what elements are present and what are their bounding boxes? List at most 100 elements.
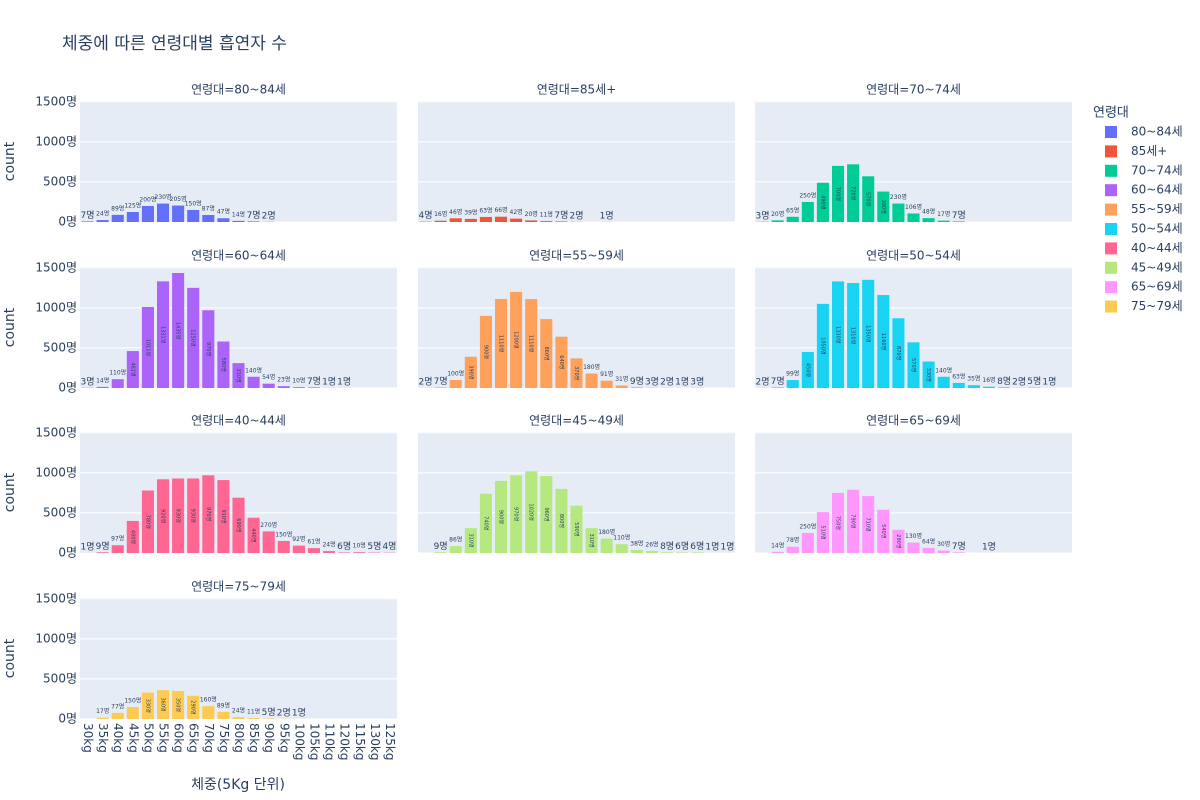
bar	[449, 379, 462, 388]
data-label: 7명	[81, 210, 95, 221]
bar	[217, 711, 230, 719]
y-tick-label: 1000명	[35, 631, 77, 645]
data-label: 2명	[569, 210, 583, 221]
bar	[172, 478, 185, 553]
bar	[982, 386, 996, 388]
legend-title: 연령대	[1093, 106, 1129, 121]
y-tick-label: 0명	[58, 215, 77, 229]
y-tick-label: 500명	[43, 505, 77, 519]
panel-background	[80, 101, 397, 222]
x-tick-label: 100kg	[292, 723, 306, 760]
data-label: 400명	[129, 530, 136, 544]
data-label: 570명	[865, 192, 872, 206]
legend-label: 40~44세	[1131, 241, 1183, 255]
data-label: 330명	[144, 699, 151, 713]
data-label: 510명	[819, 525, 826, 539]
x-tick-label: 105kg	[307, 723, 321, 760]
bar	[510, 291, 523, 388]
bar	[187, 478, 200, 553]
data-label: 9명	[96, 541, 110, 552]
data-label: 2명	[1012, 376, 1026, 387]
data-label: 39명	[464, 208, 477, 216]
legend-label: 55~59세	[1131, 202, 1183, 216]
bar	[877, 191, 890, 222]
bar	[202, 475, 215, 553]
data-label: 290명	[190, 700, 197, 714]
facet-title: 연령대=75~79세	[191, 580, 286, 594]
bar	[217, 480, 230, 553]
bar	[353, 552, 366, 553]
x-tick-label: 80kg	[232, 723, 246, 753]
data-label: 89명	[217, 701, 230, 709]
y-axis-label: count	[2, 141, 18, 181]
data-label: 35명	[967, 375, 980, 383]
bar	[434, 220, 447, 222]
bar	[449, 546, 462, 553]
bar	[907, 213, 920, 222]
data-label: 1명	[81, 541, 95, 552]
data-label: 30명	[937, 540, 950, 548]
y-tick-label: 1500명	[35, 425, 77, 439]
bar	[555, 488, 568, 553]
data-label: 20명	[771, 210, 784, 218]
bar	[831, 165, 845, 222]
legend-swatch	[1105, 223, 1117, 235]
data-label: 10명	[292, 377, 305, 385]
bar	[247, 376, 260, 388]
bar	[877, 295, 890, 388]
data-label: 1435명	[175, 322, 182, 339]
bar	[494, 216, 508, 222]
data-label: 7명	[247, 210, 261, 221]
x-tick-label: 125kg	[383, 723, 397, 760]
facet-title: 연령대=65~69세	[866, 414, 961, 428]
bar	[786, 380, 799, 388]
data-label: 790명	[850, 514, 857, 528]
bar	[187, 209, 200, 222]
x-tick-label: 40kg	[111, 723, 125, 753]
facet-title: 연령대=60~64세	[191, 249, 286, 263]
data-label: 230명	[155, 193, 172, 201]
bar	[801, 201, 814, 222]
data-label: 87명	[202, 205, 215, 213]
data-label: 1명	[322, 376, 336, 387]
bar	[831, 281, 845, 388]
data-label: 99명	[786, 370, 799, 378]
x-tick-label: 30kg	[81, 723, 95, 753]
bar	[464, 218, 477, 222]
data-label: 780명	[144, 515, 151, 529]
bar	[585, 528, 598, 553]
data-label: 2명	[756, 376, 770, 387]
data-label: 900명	[482, 345, 489, 359]
bar	[232, 497, 245, 553]
bar	[323, 551, 336, 553]
data-label: 63명	[952, 372, 965, 380]
bar	[141, 205, 154, 222]
bar	[187, 287, 200, 388]
bar	[494, 299, 508, 388]
bar	[892, 203, 905, 222]
legend-label: 80~84세	[1131, 125, 1183, 139]
data-label: 270명	[260, 521, 277, 529]
bar	[816, 182, 829, 222]
data-label: 17명	[96, 707, 109, 715]
data-label: 77명	[111, 702, 124, 710]
data-label: 160명	[200, 696, 217, 704]
bar	[540, 476, 553, 553]
data-label: 1020명	[528, 503, 535, 520]
legend-swatch	[1105, 145, 1117, 158]
data-label: 9명	[434, 541, 448, 552]
bar	[937, 550, 950, 553]
bar	[771, 220, 784, 222]
bar	[464, 528, 477, 553]
data-label: 26명	[645, 540, 658, 548]
bar	[525, 220, 538, 222]
bar	[247, 718, 260, 719]
data-label: 54명	[262, 373, 275, 381]
bar	[922, 361, 935, 388]
data-label: 110명	[109, 369, 126, 377]
x-tick-label: 45kg	[126, 723, 140, 753]
data-label: 540명	[880, 524, 887, 538]
data-label: 4명	[382, 541, 396, 552]
data-label: 17명	[937, 210, 950, 218]
